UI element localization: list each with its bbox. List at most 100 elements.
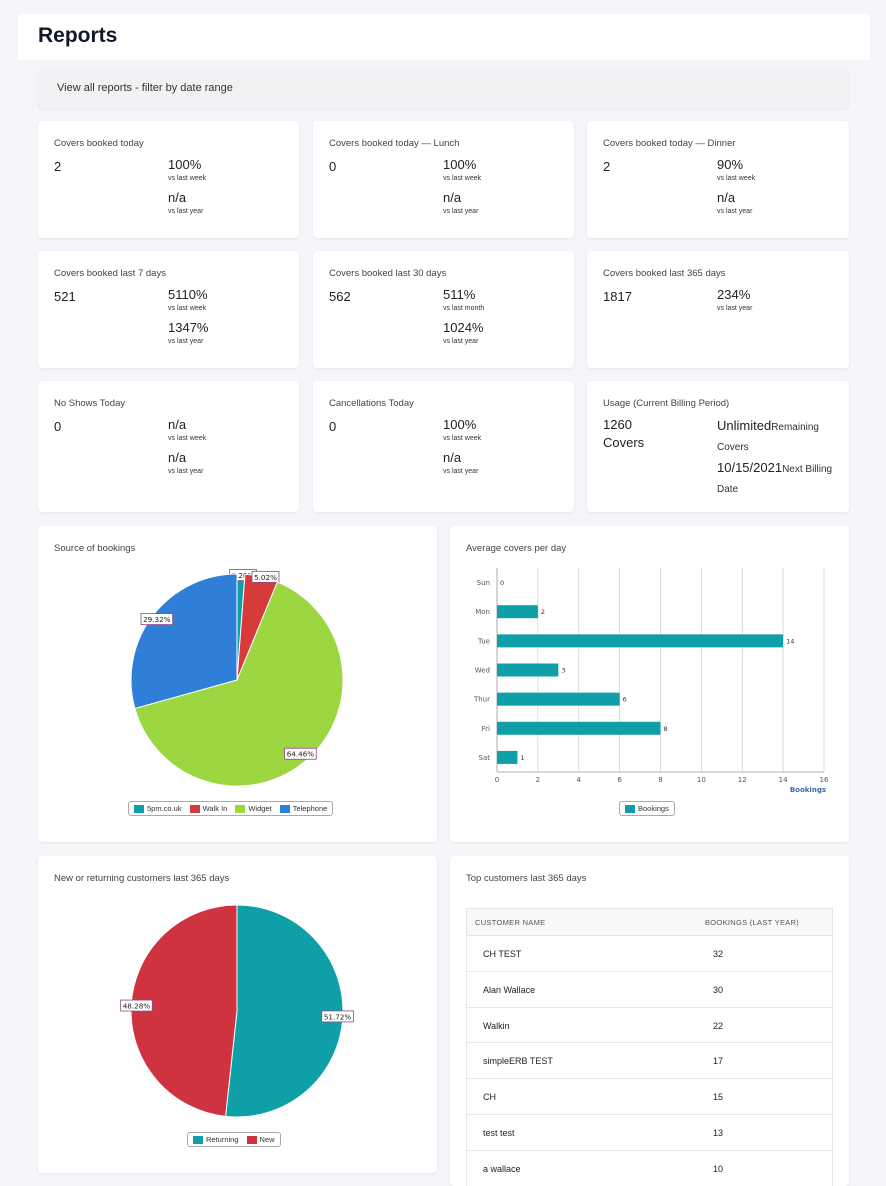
y-tick-label: Sun xyxy=(477,579,490,587)
legend-item-widget[interactable]: Widget xyxy=(235,804,272,813)
svg-text:5.02%: 5.02% xyxy=(254,573,277,582)
y-tick-label: Wed xyxy=(475,667,490,675)
stat-value: 0 xyxy=(329,159,337,174)
bar-thur[interactable] xyxy=(497,692,620,706)
legend-item-bookings[interactable]: Bookings xyxy=(625,804,669,813)
new-returning-card: New or returning customers last 365 days… xyxy=(38,856,437,1173)
stat-card-cancellations: Cancellations Today 0 100% vs last week … xyxy=(313,381,574,512)
top-customers-card: Top customers last 365 days CUSTOMER NAM… xyxy=(450,856,849,1186)
bar-value-label: 8 xyxy=(664,725,668,733)
stat-change-year-label: vs last year xyxy=(443,468,479,475)
customer-name-cell: simpleERB TEST xyxy=(483,1056,553,1067)
bar-tue[interactable] xyxy=(497,634,784,648)
x-tick-label: 6 xyxy=(617,776,622,784)
legend-swatch xyxy=(235,804,246,813)
legend-item-new[interactable]: New xyxy=(246,1135,275,1144)
stat-card-last-365-days: Covers booked last 365 days 1817 234% vs… xyxy=(587,251,849,368)
stat-change-week: n/a xyxy=(168,417,187,432)
page-header: Reports xyxy=(18,14,870,60)
y-tick-label: Thur xyxy=(473,696,490,704)
pie-label-returning: 51.72% xyxy=(321,1010,354,1023)
bookings-cell: 32 xyxy=(713,949,724,959)
bar-sat[interactable] xyxy=(497,750,518,764)
stat-title: Covers booked today — Dinner xyxy=(603,138,736,149)
stat-change-year: n/a xyxy=(168,190,187,205)
usage-remaining-label: Remaining Covers xyxy=(717,422,819,453)
stat-change-month: 511% xyxy=(443,287,476,302)
stat-value: 562 xyxy=(329,289,351,304)
new-returning-pie: 51.72% 48.28% xyxy=(120,904,354,1118)
stat-card-dinner: Covers booked today — Dinner 2 90% vs la… xyxy=(587,121,849,238)
usage-covers-label: Covers xyxy=(603,435,645,450)
stat-change-week-label: vs last week xyxy=(168,435,207,442)
stat-change-year-label: vs last year xyxy=(717,208,753,215)
bookings-cell: 13 xyxy=(713,1127,724,1138)
stat-title: Cancellations Today xyxy=(329,398,414,409)
usage-billing-value: 10/15/2021 xyxy=(717,460,783,475)
legend-label: Returning xyxy=(206,1135,239,1144)
stat-value: 2 xyxy=(603,159,611,174)
stat-value: 1817 xyxy=(603,289,632,304)
bookings-cell: 17 xyxy=(713,1056,724,1067)
pie-label-walk-in: 5.02% xyxy=(251,570,280,583)
stat-change-year: 1347% xyxy=(168,320,209,335)
customer-name-cell: CH xyxy=(483,1092,496,1103)
stat-change-week-label: vs last week xyxy=(168,175,207,182)
table-row[interactable]: CH 15 xyxy=(467,1079,832,1115)
stat-value: 2 xyxy=(54,159,62,174)
svg-text:64.46%: 64.46% xyxy=(287,750,315,759)
table-row[interactable]: CH TEST 32 xyxy=(467,936,832,972)
pie-label-widget: 64.46% xyxy=(284,747,317,760)
stat-change-month-label: vs last month xyxy=(443,305,485,312)
legend-label: Widget xyxy=(248,804,272,813)
stat-value: 0 xyxy=(54,419,62,434)
column-header-bookings[interactable]: BOOKINGS (LAST YEAR) xyxy=(705,918,800,927)
legend-label: Telephone xyxy=(292,804,328,813)
bar-mon[interactable] xyxy=(497,605,538,619)
table-row[interactable]: a wallace 10 xyxy=(467,1151,832,1186)
x-tick-label: 14 xyxy=(779,776,788,784)
customer-name-cell: CH TEST xyxy=(483,949,522,959)
stat-value: 521 xyxy=(54,289,76,304)
stat-title: No Shows Today xyxy=(54,398,126,409)
top-customers-table: CUSTOMER NAME BOOKINGS (LAST YEAR) CH TE… xyxy=(466,908,833,1186)
legend-swatch xyxy=(134,804,144,813)
legend-item-returning[interactable]: Returning xyxy=(193,1135,239,1144)
bar-value-label: 0 xyxy=(500,579,504,587)
legend-swatch xyxy=(193,1135,203,1144)
legend-label: 5pm.co.uk xyxy=(147,804,182,813)
stat-change-year: n/a xyxy=(443,190,462,205)
chart-title: New or returning customers last 365 days xyxy=(54,873,230,884)
pie-label-telephone: 29.32% xyxy=(140,613,174,625)
customer-name-cell: a wallace xyxy=(483,1163,521,1174)
source-of-bookings-card: Source of bookings 1.20% 5.02% 64.46% 29.32… xyxy=(38,526,437,842)
x-axis-label: Bookings xyxy=(790,786,826,794)
bar-wed[interactable] xyxy=(497,663,559,677)
bookings-cell: 30 xyxy=(713,984,724,995)
legend-item-walk-in[interactable]: Walk In xyxy=(189,804,227,813)
new-returning-legend: Returning New xyxy=(187,1132,281,1147)
stat-change-year-label: vs last year xyxy=(168,468,204,475)
date-range-filter[interactable]: View all reports - filter by date range xyxy=(38,70,849,108)
stat-change-year-label: vs last year xyxy=(168,338,204,345)
stat-title: Covers booked last 365 days xyxy=(603,268,726,279)
table-row[interactable]: simpleERB TEST 17 xyxy=(467,1043,832,1080)
stat-change-week: 90% xyxy=(717,157,744,172)
table-row[interactable]: Walkin 22 xyxy=(467,1008,832,1044)
bar-fri[interactable] xyxy=(497,721,661,735)
stat-change-year: n/a xyxy=(717,190,736,205)
stat-title: Covers booked last 7 days xyxy=(54,268,166,279)
x-tick-label: 8 xyxy=(658,776,662,784)
legend-swatch xyxy=(189,804,200,813)
legend-item-telephone[interactable]: Telephone xyxy=(279,804,328,813)
table-row[interactable]: test test 13 xyxy=(467,1115,832,1151)
legend-item-5pm-co-uk[interactable]: 5pm.co.uk xyxy=(134,804,182,813)
table-row[interactable]: Alan Wallace 30 xyxy=(467,972,832,1008)
bar-value-label: 1 xyxy=(520,754,524,762)
column-header-customer-name[interactable]: CUSTOMER NAME xyxy=(475,918,546,927)
bar-value-label: 3 xyxy=(561,667,565,675)
customer-name-cell: Walkin xyxy=(483,1020,510,1031)
page-title: Reports xyxy=(38,24,118,47)
x-tick-label: 16 xyxy=(820,776,829,784)
